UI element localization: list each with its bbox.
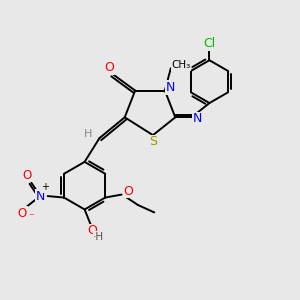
Text: ·H: ·H	[93, 232, 104, 242]
Text: O: O	[18, 206, 27, 220]
Text: O: O	[104, 61, 114, 74]
Text: CH₃: CH₃	[172, 60, 191, 70]
Text: ⁻: ⁻	[28, 212, 34, 222]
Text: N: N	[192, 112, 202, 125]
Text: S: S	[149, 135, 157, 148]
Text: N: N	[166, 81, 176, 94]
Text: O: O	[123, 184, 133, 197]
Text: +: +	[41, 182, 49, 192]
Text: H: H	[84, 129, 92, 139]
Text: Cl: Cl	[203, 37, 216, 50]
Text: O: O	[87, 224, 97, 237]
Text: N: N	[36, 190, 45, 202]
Text: O: O	[22, 169, 32, 182]
